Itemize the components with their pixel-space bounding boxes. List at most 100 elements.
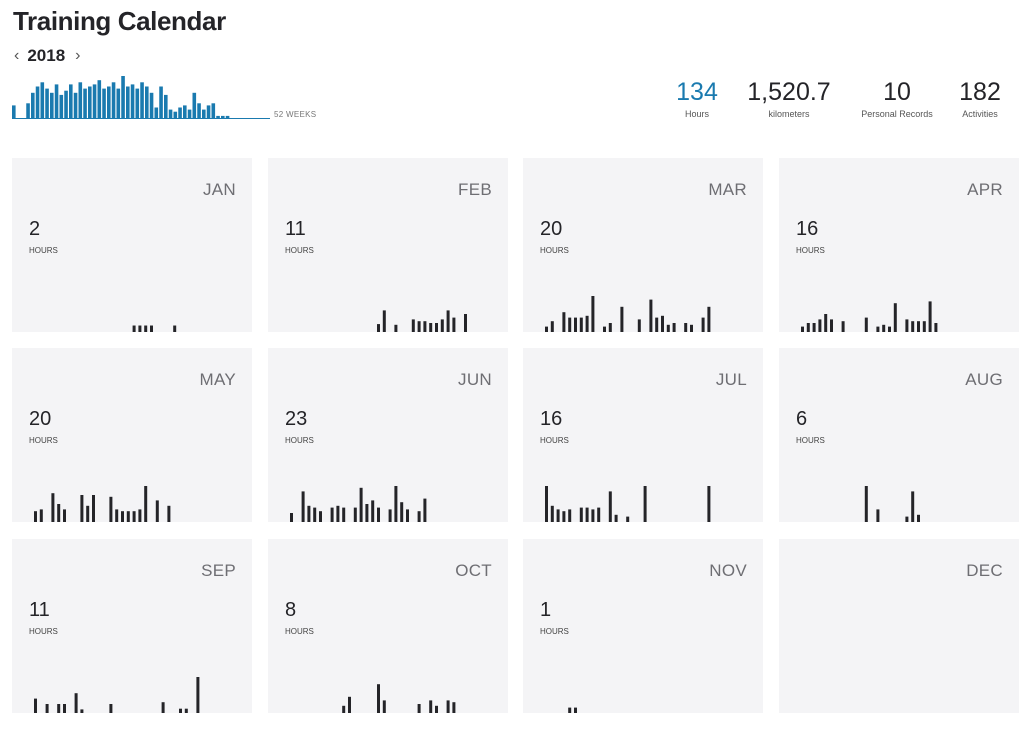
day-bar[interactable] — [132, 325, 136, 332]
day-bar[interactable] — [429, 323, 433, 332]
day-bar[interactable] — [591, 509, 595, 522]
day-bar[interactable] — [417, 704, 421, 713]
day-bar[interactable] — [684, 323, 688, 332]
week-bar[interactable] — [83, 88, 87, 118]
day-bar[interactable] — [812, 323, 816, 332]
month-card-nov[interactable]: NOV 1 HOURS — [523, 539, 763, 713]
week-bar[interactable] — [187, 109, 192, 118]
day-bar[interactable] — [440, 319, 444, 332]
week-bar[interactable] — [183, 105, 187, 118]
day-bar[interactable] — [707, 306, 711, 332]
week-bar[interactable] — [140, 82, 144, 118]
month-card-feb[interactable]: FEB 11 HOURS — [268, 158, 508, 332]
day-bar[interactable] — [348, 696, 351, 713]
day-bar[interactable] — [92, 495, 95, 522]
month-card-aug[interactable]: AUG 6 HOURS — [779, 348, 1019, 522]
day-bar[interactable] — [824, 314, 828, 332]
day-bar[interactable] — [417, 321, 421, 332]
week-bar[interactable] — [35, 86, 40, 119]
day-bar[interactable] — [173, 325, 177, 332]
month-card-sep[interactable]: SEP 11 HOURS — [12, 539, 252, 713]
day-bar[interactable] — [464, 314, 467, 332]
day-bar[interactable] — [34, 511, 37, 522]
day-bar[interactable] — [423, 498, 427, 522]
day-bar[interactable] — [400, 502, 404, 522]
month-card-oct[interactable]: OCT 8 HOURS — [268, 539, 508, 713]
day-bar[interactable] — [138, 509, 142, 522]
week-bar[interactable] — [168, 109, 173, 118]
day-bar[interactable] — [342, 705, 346, 713]
week-bar[interactable] — [59, 94, 64, 118]
week-bar[interactable] — [126, 86, 130, 119]
day-bar[interactable] — [818, 319, 822, 332]
day-bar[interactable] — [917, 514, 920, 522]
day-bar[interactable] — [63, 509, 66, 522]
day-bar[interactable] — [905, 516, 909, 522]
day-bar[interactable] — [701, 317, 705, 332]
day-bar[interactable] — [841, 321, 845, 332]
week-bar[interactable] — [197, 103, 201, 118]
week-bar[interactable] — [154, 107, 159, 119]
week-bar[interactable] — [216, 115, 220, 118]
day-bar[interactable] — [608, 491, 612, 522]
day-bar[interactable] — [452, 702, 456, 713]
month-card-dec[interactable]: DEC — [779, 539, 1019, 713]
day-bar[interactable] — [45, 704, 49, 713]
day-bar[interactable] — [423, 321, 427, 332]
day-bar[interactable] — [63, 704, 66, 713]
day-bar[interactable] — [574, 317, 577, 332]
day-bar[interactable] — [179, 708, 182, 713]
day-bar[interactable] — [377, 324, 380, 332]
month-card-may[interactable]: MAY 20 HOURS — [12, 348, 252, 522]
day-bar[interactable] — [661, 315, 664, 332]
day-bar[interactable] — [888, 326, 891, 332]
day-bar[interactable] — [928, 301, 932, 332]
day-bar[interactable] — [150, 325, 153, 332]
day-bar[interactable] — [161, 702, 165, 713]
day-bar[interactable] — [353, 507, 357, 522]
day-bar[interactable] — [562, 511, 566, 522]
day-bar[interactable] — [911, 491, 915, 522]
day-bar[interactable] — [574, 707, 577, 713]
day-bar[interactable] — [649, 299, 653, 332]
day-bar[interactable] — [568, 509, 572, 522]
day-bar[interactable] — [882, 324, 886, 332]
day-bar[interactable] — [556, 509, 560, 522]
day-bar[interactable] — [585, 507, 589, 522]
day-bar[interactable] — [545, 486, 548, 522]
week-bar[interactable] — [64, 90, 68, 118]
day-bar[interactable] — [690, 324, 693, 332]
day-bar[interactable] — [620, 306, 624, 332]
week-bar[interactable] — [211, 103, 216, 118]
day-bar[interactable] — [57, 504, 61, 522]
week-bar[interactable] — [111, 82, 116, 118]
day-bar[interactable] — [109, 496, 113, 522]
day-bar[interactable] — [876, 509, 880, 522]
day-bar[interactable] — [51, 493, 55, 522]
day-bar[interactable] — [74, 693, 78, 713]
month-card-jan[interactable]: JAN 2 HOURS — [12, 158, 252, 332]
day-bar[interactable] — [435, 705, 438, 713]
week-bar[interactable] — [173, 111, 178, 118]
day-bar[interactable] — [655, 317, 659, 332]
week-bar[interactable] — [97, 80, 102, 118]
week-bar[interactable] — [121, 76, 125, 118]
day-bar[interactable] — [39, 509, 43, 522]
week-bar[interactable] — [50, 92, 54, 118]
day-bar[interactable] — [830, 319, 833, 332]
day-bar[interactable] — [707, 486, 711, 522]
day-bar[interactable] — [377, 684, 380, 713]
day-bar[interactable] — [911, 321, 915, 332]
week-bar[interactable] — [164, 94, 168, 118]
day-bar[interactable] — [568, 707, 572, 713]
day-bar[interactable] — [371, 500, 375, 522]
week-bar[interactable] — [202, 109, 206, 118]
week-bar[interactable] — [54, 84, 59, 118]
day-bar[interactable] — [394, 324, 398, 332]
day-bar[interactable] — [893, 303, 897, 332]
week-bar[interactable] — [130, 84, 135, 118]
week-bar[interactable] — [26, 103, 30, 118]
day-bar[interactable] — [115, 509, 119, 522]
week-bar[interactable] — [40, 82, 45, 118]
day-bar[interactable] — [406, 509, 409, 522]
